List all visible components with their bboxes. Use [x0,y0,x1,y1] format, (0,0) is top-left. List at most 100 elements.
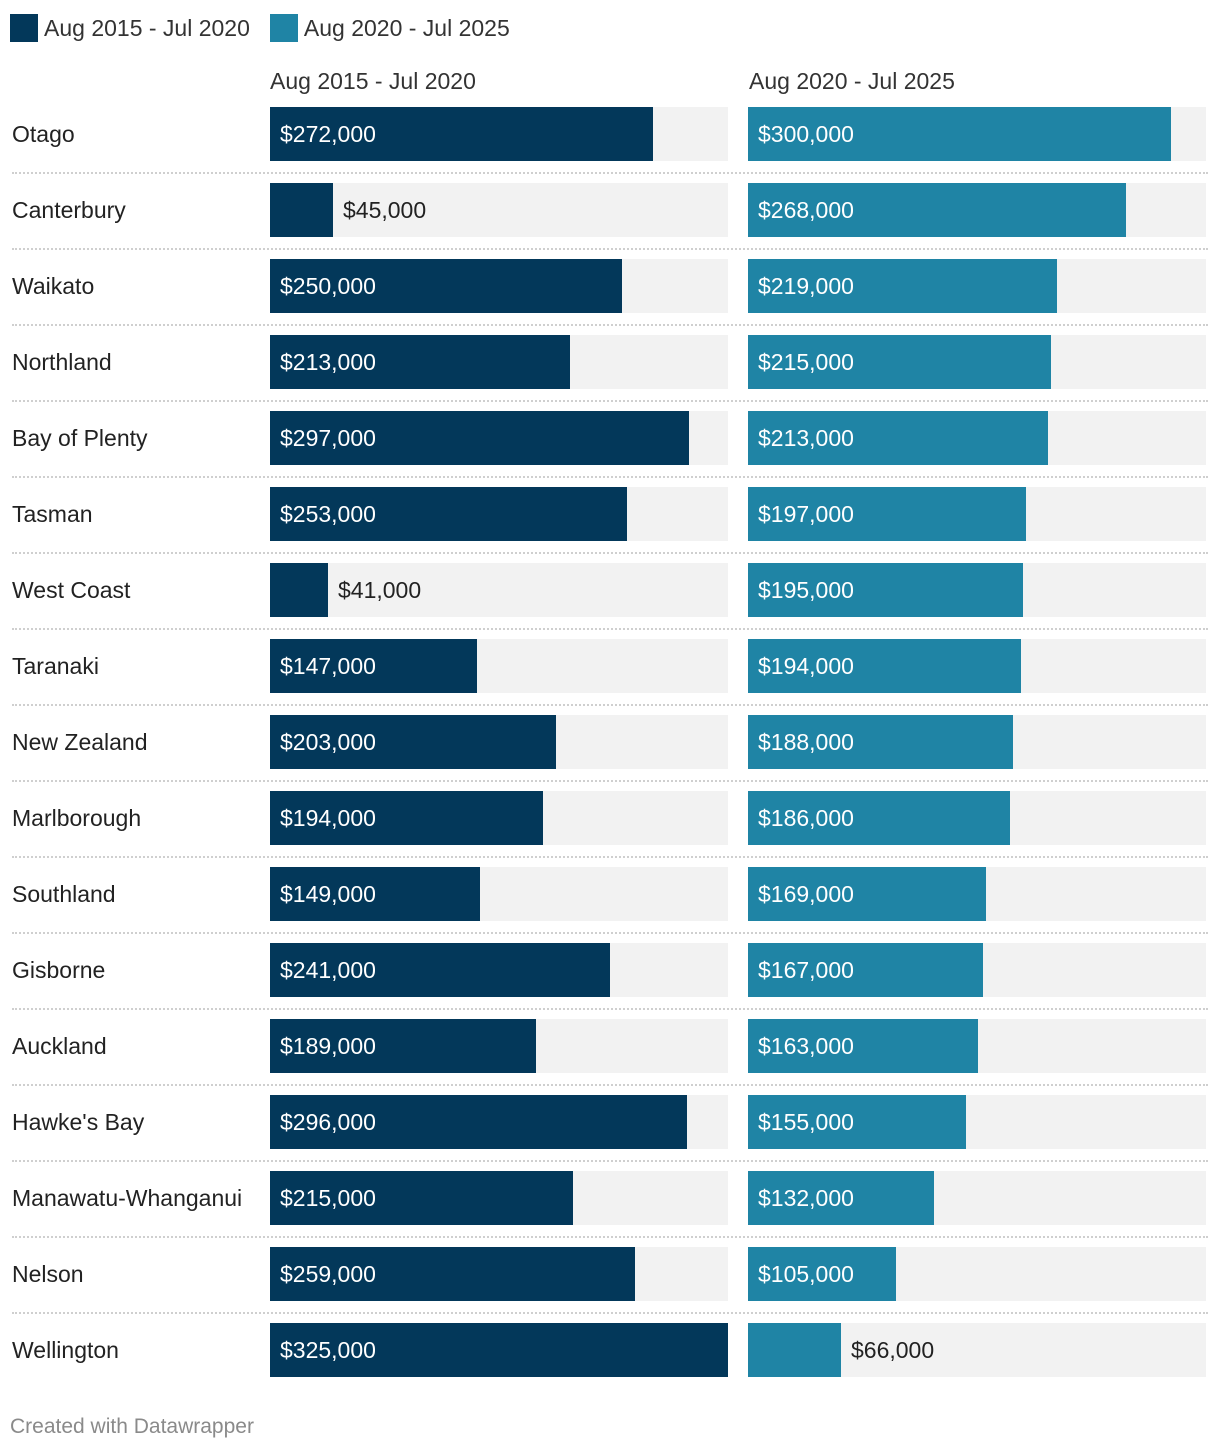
value-label: $132,000 [758,1185,854,1211]
legend-item-series-1: Aug 2015 - Jul 2020 [10,14,250,42]
bar-track: $219,000 [748,259,1206,313]
bar-track: $268,000 [748,183,1206,237]
region-label: Marlborough [12,805,142,831]
bar-series-2 [748,715,1013,769]
bar-series-1 [270,411,689,465]
value-label: $167,000 [758,957,854,983]
chart-row: Hawke's Bay $296,000 $155,000 [12,1095,1208,1171]
value-label: $188,000 [758,729,854,755]
bar-series-1 [270,1323,728,1377]
legend-item-series-2: Aug 2020 - Jul 2025 [269,14,510,42]
bar-track: $253,000 [270,487,728,541]
row-separator [12,628,1208,630]
bar-track: $300,000 [748,107,1206,161]
value-label: $219,000 [758,273,854,299]
row-separator [12,780,1208,782]
region-label: Auckland [12,1033,107,1059]
legend-swatch-series-2 [269,14,298,42]
bar-series-2 [748,183,1126,237]
bar-track: $195,000 [748,563,1206,617]
bar-series-2 [748,791,1010,845]
bar-series-1 [270,1247,635,1301]
value-label: $155,000 [758,1109,854,1135]
bar-series-1 [270,1019,536,1073]
value-label: $197,000 [758,501,854,527]
legend-label-series-2: Aug 2020 - Jul 2025 [303,14,510,41]
value-label: $215,000 [280,1185,376,1211]
value-label: $296,000 [280,1109,376,1135]
bar-track: $296,000 [270,1095,728,1149]
bar-series-1 [270,259,622,313]
bar-series-1 [270,1095,687,1149]
bar-track: $105,000 [748,1247,1206,1301]
bar-track: $189,000 [270,1019,728,1073]
bar-series-2 [748,943,983,997]
chart-row: Auckland $189,000 $163,000 [12,1019,1208,1095]
value-label: $194,000 [758,653,854,679]
value-label: $215,000 [758,349,854,375]
bar-track: $241,000 [270,943,728,997]
row-separator [12,400,1208,402]
row-separator [12,704,1208,706]
bar-series-2 [748,259,1057,313]
bar-track: $215,000 [270,1171,728,1225]
chart-row: New Zealand $203,000 $188,000 [12,715,1208,791]
chart-row: Canterbury $45,000 $268,000 [12,183,1208,259]
bar-series-1 [270,487,627,541]
bar-track: $213,000 [748,411,1206,465]
legend-label-series-1: Aug 2015 - Jul 2020 [44,14,250,41]
bar-series-1 [270,563,328,617]
column-header-series-1: Aug 2015 - Jul 2020 [270,68,476,94]
bar-track: $167,000 [748,943,1206,997]
bar-series-2 [748,639,1021,693]
bar-series-1 [270,715,556,769]
bar-series-2 [748,1019,978,1073]
bar-track: $132,000 [748,1171,1206,1225]
chart-row: Otago $272,000 $300,000 [12,107,1208,183]
bar-track: $169,000 [748,867,1206,921]
bar-series-2 [748,1171,934,1225]
value-label: $149,000 [280,881,376,907]
bar-track: $186,000 [748,791,1206,845]
chart-row: West Coast $41,000 $195,000 [12,563,1208,639]
value-label: $250,000 [280,273,376,299]
value-label: $147,000 [280,653,376,679]
chart-row: Tasman $253,000 $197,000 [12,487,1208,563]
row-separator [12,1008,1208,1010]
value-label: $253,000 [280,501,376,527]
row-separator [12,856,1208,858]
region-label: Nelson [12,1261,84,1287]
value-label: $195,000 [758,577,854,603]
value-label: $169,000 [758,881,854,907]
value-label: $297,000 [280,425,376,451]
region-label: Manawatu-Whanganui [12,1185,243,1211]
bar-series-2 [748,411,1048,465]
bar-track: $250,000 [270,259,728,313]
bar-track: $66,000 [748,1323,1206,1377]
chart-row: Nelson $259,000 $105,000 [12,1247,1208,1323]
bar-series-1 [270,639,477,693]
region-label: Hawke's Bay [12,1109,145,1135]
column-header-series-2: Aug 2020 - Jul 2025 [749,68,955,94]
row-separator [12,248,1208,250]
bar-track: $325,000 [270,1323,728,1377]
row-separator [12,476,1208,478]
bar-series-2 [748,1247,896,1301]
bar-series-2 [748,335,1051,389]
bar-series-1 [270,867,480,921]
value-label: $194,000 [280,805,376,831]
value-label: $41,000 [338,577,422,603]
bar-series-2 [748,487,1026,541]
value-label: $163,000 [758,1033,854,1059]
bar-track: $215,000 [748,335,1206,389]
bar-track: $272,000 [270,107,728,161]
region-label: Bay of Plenty [12,425,148,451]
value-label: $259,000 [280,1261,376,1287]
region-label: New Zealand [12,729,148,755]
bar-track: $259,000 [270,1247,728,1301]
region-label: Northland [12,349,112,375]
bar-series-1 [270,183,333,237]
region-label: Gisborne [12,957,106,983]
value-label: $268,000 [758,197,854,223]
chart-row: Gisborne $241,000 $167,000 [12,943,1208,1019]
